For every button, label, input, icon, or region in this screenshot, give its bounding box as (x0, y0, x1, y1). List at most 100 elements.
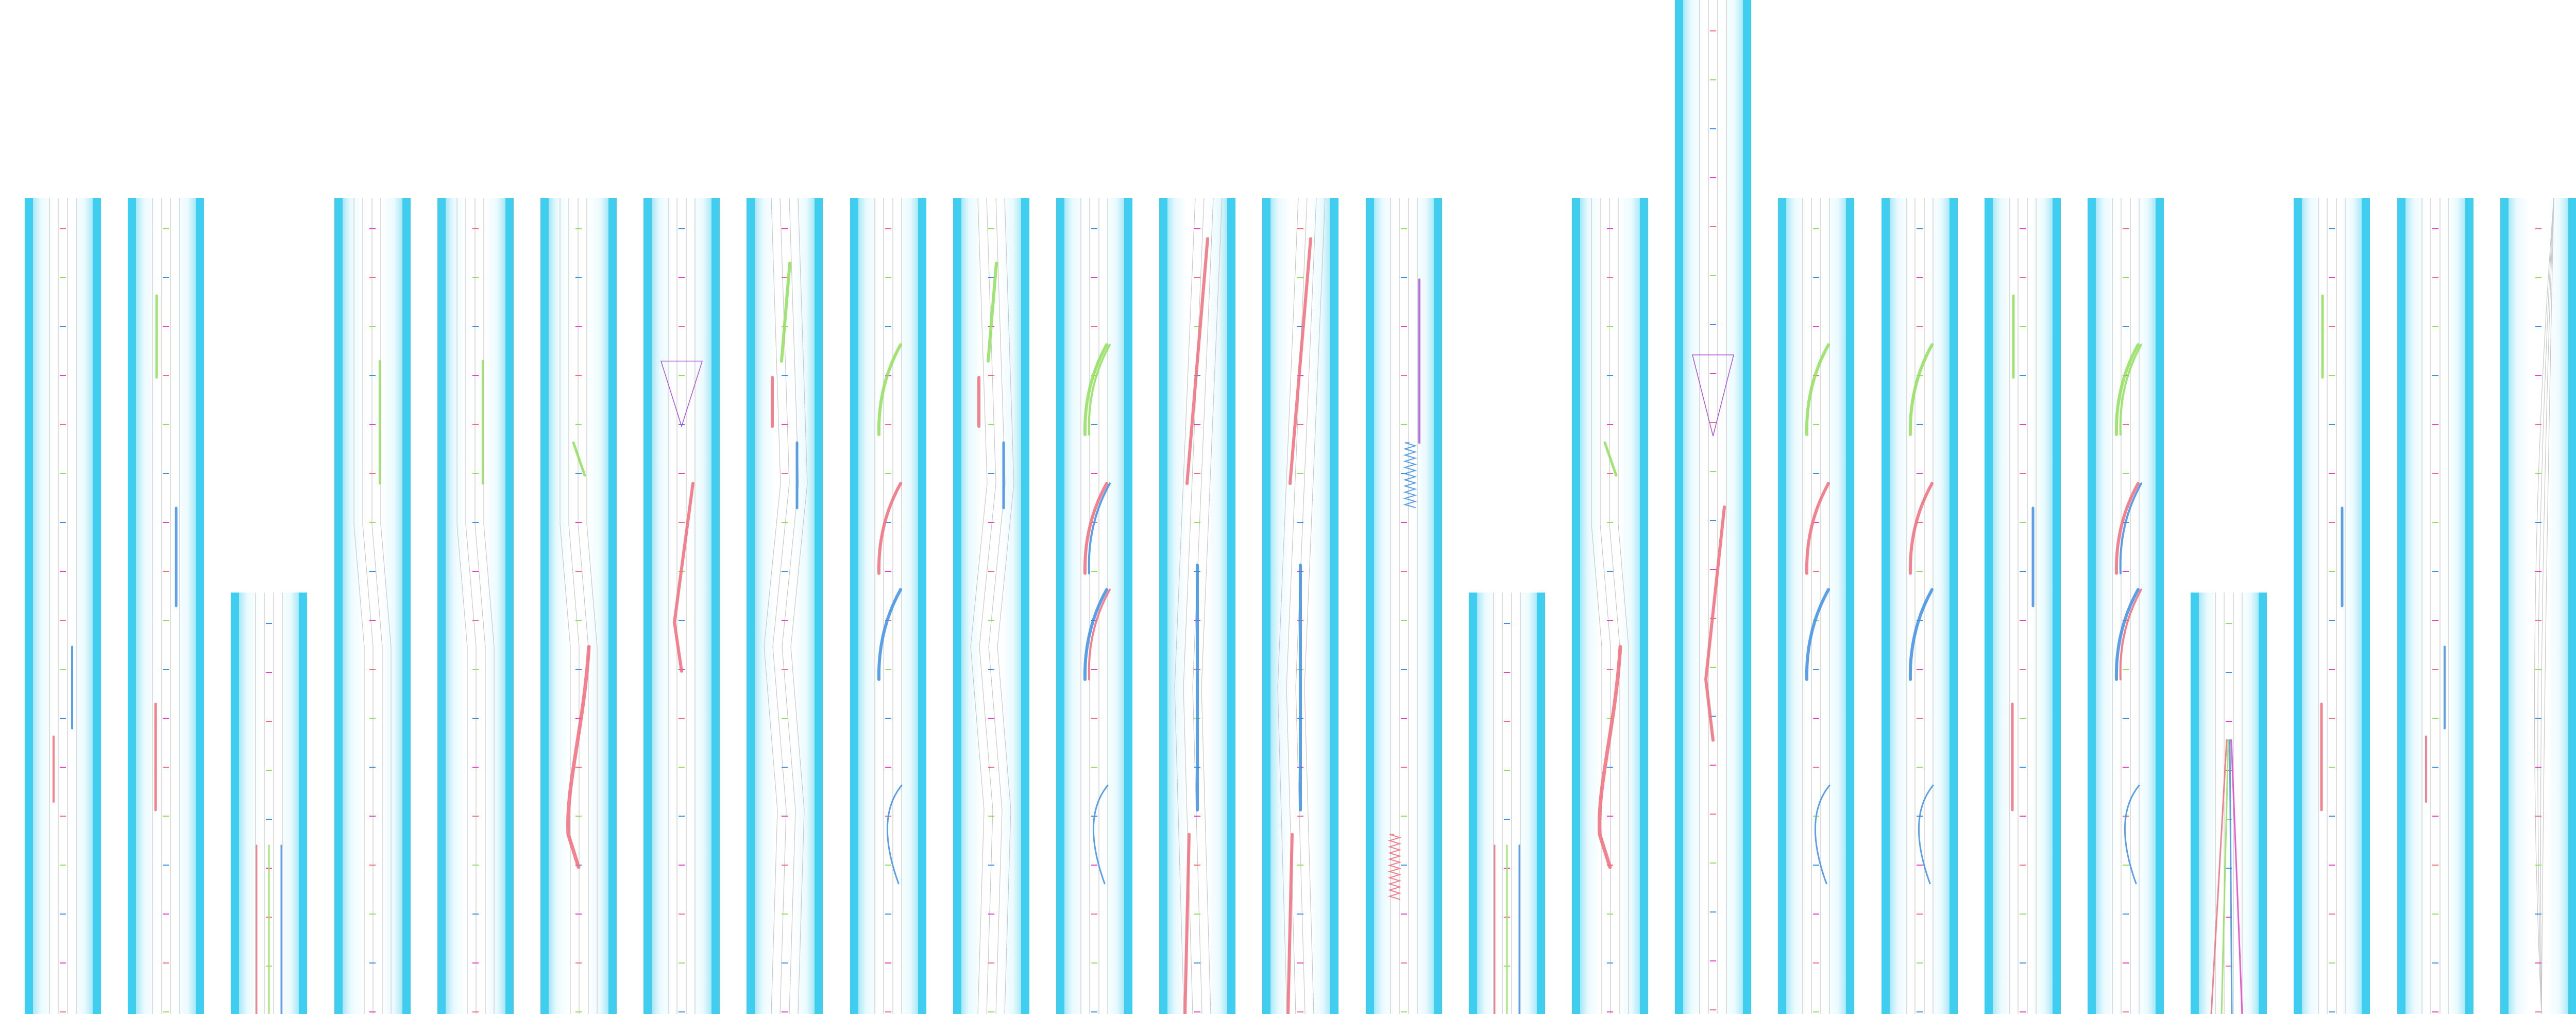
lane-geometry (49, 198, 77, 1014)
lane-geometry (1692, 0, 1734, 1014)
lane-line (474, 198, 486, 1014)
lane-strip-8 (747, 198, 823, 1014)
highlighted-lane-segment (1814, 784, 1831, 885)
highlighted-lane-segment (2119, 344, 2142, 436)
lane-line (362, 198, 374, 1014)
highlighted-lane-segment (1598, 645, 1622, 869)
lane-geometry (970, 198, 1014, 1014)
lane-line (997, 198, 1014, 1014)
highlighted-lane-segment (2221, 739, 2229, 1014)
highlighted-lane-segment (1603, 441, 1618, 477)
lane-geometry (255, 593, 283, 1014)
highlighted-lane-segment (566, 645, 591, 869)
lane-line (2541, 198, 2554, 1014)
lane-strip-10 (953, 198, 1029, 1014)
lane-geometry (874, 198, 903, 1014)
highlighted-lane-segment (1387, 834, 1402, 900)
lane-line (2537, 198, 2554, 1014)
lane-strip-4 (334, 198, 411, 1014)
lane-strip-17 (1675, 0, 1751, 1014)
lane-line (764, 198, 781, 1014)
highlighted-lane-segment (1088, 588, 1111, 681)
lane-line (2540, 198, 2554, 1014)
highlighted-lane-segment (1704, 505, 1726, 742)
lane-geometry (1174, 198, 1223, 1014)
lane-geometry (152, 198, 180, 1014)
lane-line (1201, 198, 1223, 1014)
lane-geometry (560, 198, 598, 1014)
lane-strip-21 (2088, 198, 2164, 1014)
lane-line (1295, 198, 1317, 1014)
lane-strip-20 (1985, 198, 2061, 1014)
lane-geometry (1591, 198, 1629, 1014)
lane-line (560, 198, 571, 1014)
lane-geometry (1080, 198, 1111, 1014)
highlighted-lane-segment (2114, 343, 2140, 436)
lane-geometry (1802, 198, 1831, 1014)
highlighted-lane-segment (886, 784, 903, 885)
highlighted-lane-segment (1289, 237, 1312, 485)
lane-strip-24 (2397, 198, 2473, 1014)
lane-line (979, 198, 996, 1014)
lane-line (1192, 198, 1214, 1014)
lane-strip-9 (850, 198, 926, 1014)
highlighted-lane-segment (2114, 482, 2140, 575)
lane-strip-18 (1778, 198, 1854, 1014)
lane-geometry (1387, 198, 1420, 1014)
highlighted-lane-segment (2229, 739, 2233, 1014)
highlighted-lane-segment (1185, 237, 1209, 485)
lane-geometry (660, 198, 703, 1014)
lane-geometry (2112, 198, 2142, 1014)
lane-line (1277, 198, 1299, 1014)
lane-geometry (2009, 198, 2037, 1014)
lane-line (465, 198, 477, 1014)
lane-strip-16 (1572, 198, 1648, 1014)
lane-strip-5 (437, 198, 514, 1014)
highlighted-lane-segment (1092, 784, 1109, 885)
lane-line (1618, 198, 1629, 1014)
lane-strip-1 (25, 198, 101, 1014)
highlighted-lane-segment (1083, 588, 1108, 681)
highlighted-lane-segment (2124, 784, 2140, 885)
lane-geometry (1277, 198, 1326, 1014)
lane-geometry (456, 198, 495, 1014)
lane-geometry (2210, 593, 2243, 1014)
highlighted-lane-segment (2230, 739, 2243, 1014)
lane-strip-23 (2294, 198, 2370, 1014)
lane-geometry (1493, 593, 1521, 1014)
lane-strip-13 (1262, 198, 1338, 1014)
lane-line (568, 198, 580, 1014)
lane-line (586, 198, 598, 1014)
highlighted-lane-segment (1088, 344, 1111, 436)
highlighted-lane-segment (1908, 343, 1934, 436)
lane-line (1304, 198, 1326, 1014)
highlighted-lane-segment (1403, 442, 1417, 509)
lane-line (371, 198, 383, 1014)
highlighted-lane-segment (2210, 739, 2228, 1014)
lane-line (1600, 198, 1611, 1014)
lane-strip-7 (643, 198, 720, 1014)
lane-line (988, 198, 1006, 1014)
lane-geometry (2421, 198, 2449, 1014)
lane-strip-25 (2500, 198, 2576, 1014)
lane-line (1609, 198, 1620, 1014)
lane-line (790, 198, 808, 1014)
merge-outline (1692, 354, 1734, 436)
lane-strip-6 (540, 198, 617, 1014)
lane-strip-3 (231, 593, 307, 1014)
lane-strip-19 (1882, 198, 1958, 1014)
highlighted-lane-segment (987, 261, 998, 363)
highlighted-lane-segment (877, 343, 902, 436)
highlighted-lane-segment (572, 441, 586, 477)
highlighted-lane-segment (1286, 833, 1294, 1014)
lane-strip-15 (1469, 593, 1545, 1014)
highlighted-lane-segment (877, 482, 902, 575)
lane-line (2534, 198, 2554, 1014)
highlighted-lane-segment (877, 588, 902, 681)
lane-strip-14 (1366, 198, 1442, 1014)
highlighted-lane-segment (672, 482, 694, 673)
merge-outline (660, 361, 703, 428)
lane-geometry (2534, 198, 2554, 1014)
lane-line (1174, 198, 1196, 1014)
